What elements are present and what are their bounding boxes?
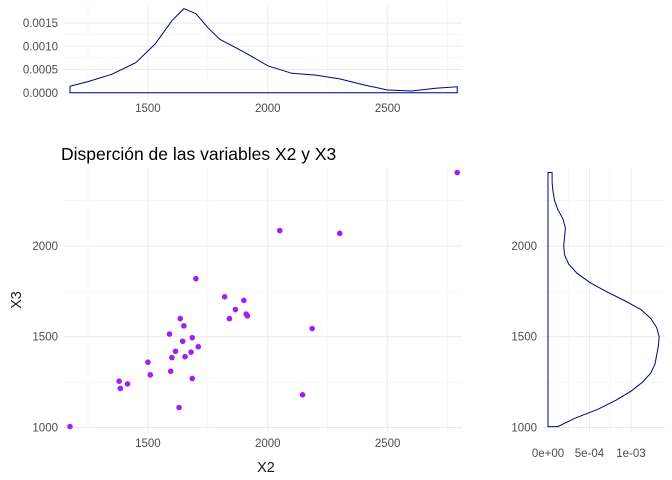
x-tick-label: 1500 — [135, 103, 161, 115]
scatter-point — [179, 338, 186, 345]
y-tick-label: 1500 — [511, 332, 537, 344]
y-tick-label: 2000 — [32, 241, 58, 253]
scatter-point — [193, 275, 199, 282]
x-axis-title: X2 — [257, 460, 275, 476]
x-tick-label: 5e-04 — [575, 448, 605, 460]
scatter-point — [167, 368, 174, 375]
scatter-point — [172, 348, 179, 355]
scatter-point — [232, 306, 239, 313]
y-tick-label: 0.0015 — [23, 18, 58, 30]
scatter-point — [276, 227, 283, 234]
x-tick-label: 2500 — [375, 438, 401, 450]
x3-density-x-tick-labels: 0e+00 5e-04 1e-03 — [532, 448, 646, 460]
x2-density-x-tick-labels: 1500 2000 2500 — [135, 103, 400, 115]
x-tick-label: 1e-03 — [616, 448, 645, 460]
scatter-grid — [64, 168, 462, 432]
x2-density-curve — [69, 8, 458, 94]
chart-title: Disperción de las variables X2 y X3 — [61, 144, 336, 164]
x2-density-panel: 0.0000 0.0005 0.0010 0.0015 1500 2000 2500 — [23, 3, 462, 115]
y-tick-label: 1000 — [511, 422, 537, 434]
scatter-point — [169, 354, 175, 361]
x3-density-y-tick-labels: 1000 1500 2000 — [511, 241, 537, 434]
x-tick-label: 2000 — [255, 103, 281, 115]
scatter-point — [147, 372, 154, 378]
scatter-point — [166, 331, 173, 337]
scatter-point — [336, 230, 343, 237]
scatter-point — [189, 375, 196, 382]
scatter-point — [226, 315, 233, 322]
scatter-point — [181, 323, 187, 329]
x3-density-panel: 1000 1500 2000 0e+00 5e-04 1e-03 — [511, 168, 665, 460]
scatter-point — [241, 297, 247, 304]
y-axis-title: X3 — [9, 291, 25, 309]
y-tick-label: 1500 — [32, 332, 58, 344]
scatter-point — [309, 325, 315, 332]
scatter-y-tick-labels: 1000 1500 2000 — [32, 241, 58, 434]
x3-density-grid — [543, 168, 665, 432]
scatter-point — [177, 315, 184, 322]
scatter-points — [67, 169, 461, 430]
scatter-point — [145, 359, 151, 365]
y-tick-label: 2000 — [511, 241, 537, 253]
y-tick-label: 0.0000 — [23, 88, 58, 100]
y-tick-label: 0.0010 — [23, 41, 58, 53]
x2-density-y-tick-labels: 0.0000 0.0005 0.0010 0.0015 — [23, 18, 58, 100]
scatter-point — [195, 343, 202, 350]
scatter-point — [221, 294, 228, 300]
scatter-point — [189, 334, 196, 341]
scatter-point — [244, 313, 251, 319]
scatter-x-tick-labels: 1500 2000 2500 — [135, 438, 400, 450]
scatter-point — [117, 385, 124, 392]
x-tick-label: 2000 — [255, 438, 281, 450]
x3-density-curve — [547, 172, 660, 428]
scatter-point — [182, 353, 188, 360]
scatter-point — [188, 349, 194, 355]
scatter-point — [67, 423, 73, 430]
scatter-panel: Disperción de las variables X2 y X3 1000… — [9, 144, 462, 476]
scatter-point — [176, 404, 182, 411]
x-tick-label: 0e+00 — [532, 448, 564, 460]
scatter-point — [454, 169, 461, 176]
x2-density-grid — [64, 3, 462, 97]
scatter-point — [116, 378, 122, 384]
y-tick-label: 1000 — [32, 422, 58, 434]
scatter-point — [124, 381, 131, 387]
scatter-point — [299, 392, 306, 398]
x-tick-label: 1500 — [135, 438, 161, 450]
y-tick-label: 0.0005 — [23, 65, 58, 77]
x-tick-label: 2500 — [375, 103, 401, 115]
